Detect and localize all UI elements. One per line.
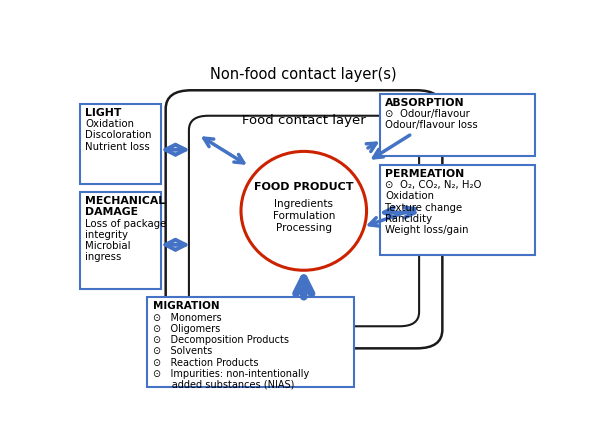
Text: Non-food contact layer(s): Non-food contact layer(s): [211, 67, 397, 82]
Text: LIGHT: LIGHT: [85, 108, 122, 118]
Text: Food contact layer: Food contact layer: [242, 114, 365, 127]
Text: FOOD PRODUCT: FOOD PRODUCT: [254, 182, 353, 192]
Ellipse shape: [241, 151, 367, 270]
Text: Texture change: Texture change: [385, 203, 462, 213]
Text: MIGRATION: MIGRATION: [152, 302, 219, 311]
Text: DAMAGE: DAMAGE: [85, 207, 138, 217]
Text: ingress: ingress: [85, 252, 122, 262]
FancyBboxPatch shape: [147, 297, 354, 387]
Text: MECHANICAL: MECHANICAL: [85, 196, 166, 206]
Text: ⊙   Solvents: ⊙ Solvents: [152, 346, 212, 356]
Text: Discoloration: Discoloration: [85, 131, 152, 140]
FancyBboxPatch shape: [80, 192, 161, 289]
Text: ⊙  Odour/flavour: ⊙ Odour/flavour: [385, 109, 470, 119]
FancyBboxPatch shape: [380, 165, 535, 255]
FancyBboxPatch shape: [380, 93, 535, 157]
FancyBboxPatch shape: [80, 104, 161, 183]
Text: PERMEATION: PERMEATION: [385, 169, 464, 179]
Text: Oxidation: Oxidation: [385, 191, 434, 202]
Text: ⊙   Decomposition Products: ⊙ Decomposition Products: [152, 335, 289, 345]
Text: added substances (NIAS): added substances (NIAS): [152, 380, 294, 390]
Text: Processing: Processing: [276, 223, 332, 233]
Text: Oxidation: Oxidation: [85, 119, 134, 129]
Text: Loss of package: Loss of package: [85, 219, 166, 228]
Text: Formulation: Formulation: [272, 211, 335, 221]
FancyBboxPatch shape: [189, 116, 419, 326]
Text: ABSORPTION: ABSORPTION: [385, 98, 465, 108]
Text: ⊙   Monomers: ⊙ Monomers: [152, 313, 221, 323]
Text: ⊙  O₂, CO₂, N₂, H₂O: ⊙ O₂, CO₂, N₂, H₂O: [385, 180, 482, 190]
Text: Weight loss/gain: Weight loss/gain: [385, 225, 469, 235]
Text: integrity: integrity: [85, 230, 128, 240]
Text: ⊙   Oligomers: ⊙ Oligomers: [152, 324, 220, 334]
Text: Ingredients: Ingredients: [274, 199, 333, 209]
Text: ⊙   Impurities: non-intentionally: ⊙ Impurities: non-intentionally: [152, 369, 309, 379]
Text: Rancidity: Rancidity: [385, 214, 432, 224]
Text: Odour/flavour loss: Odour/flavour loss: [385, 120, 478, 130]
Text: Microbial: Microbial: [85, 241, 131, 251]
Text: Nutrient loss: Nutrient loss: [85, 142, 150, 152]
FancyBboxPatch shape: [166, 90, 442, 348]
Text: ⊙   Reaction Products: ⊙ Reaction Products: [152, 358, 258, 367]
